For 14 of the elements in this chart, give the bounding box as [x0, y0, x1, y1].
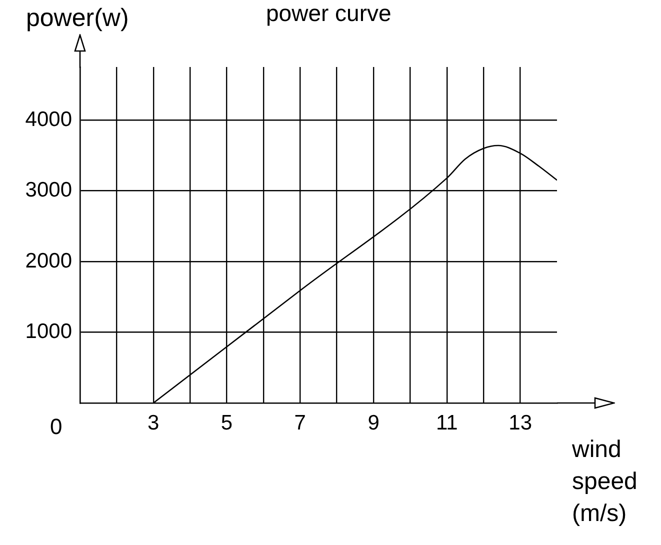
- x-tick-label: 3: [148, 411, 160, 434]
- x-tick-label: 11: [436, 411, 458, 434]
- x-tick-label: 5: [220, 411, 233, 434]
- chart-title: power curve: [266, 0, 392, 27]
- x-axis-title: wind speed (m/s): [572, 435, 638, 529]
- y-tick-label: 4000: [25, 108, 72, 131]
- y-tick-label: 3000: [25, 178, 72, 202]
- x-tick-label: 13: [508, 411, 532, 434]
- x-tick-label: 9: [368, 411, 380, 434]
- x-tick-label: 7: [294, 411, 306, 434]
- text: 0: [50, 414, 62, 440]
- y-tick-label: 2000: [25, 249, 72, 272]
- y-axis-title: power(w): [26, 4, 129, 33]
- y-tick-label: 1000: [25, 320, 72, 344]
